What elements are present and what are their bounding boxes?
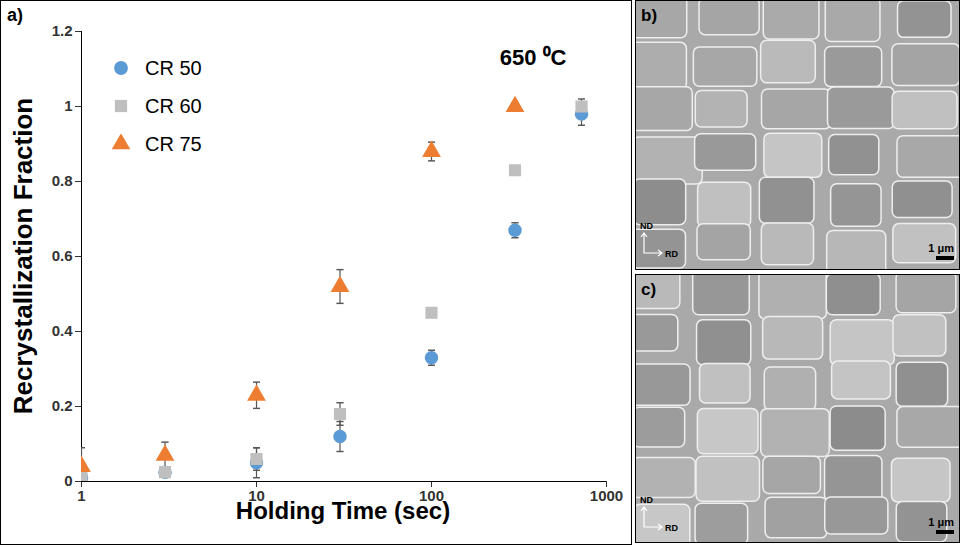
svg-text:0: 0: [64, 472, 72, 489]
svg-text:RD: RD: [665, 249, 678, 259]
svg-text:0.8: 0.8: [52, 172, 73, 189]
svg-text:0.4: 0.4: [52, 322, 74, 339]
svg-text:ND: ND: [640, 221, 653, 231]
svg-text:RD: RD: [665, 523, 678, 533]
svg-text:1: 1: [77, 487, 85, 504]
svg-text:0.2: 0.2: [52, 397, 73, 414]
svg-text:1000: 1000: [590, 487, 623, 504]
svg-text:1.2: 1.2: [52, 22, 73, 39]
svg-text:ND: ND: [640, 495, 653, 505]
svg-text:1 μm: 1 μm: [928, 242, 954, 254]
svg-text:1 μm: 1 μm: [928, 516, 954, 528]
svg-text:1: 1: [64, 97, 72, 114]
svg-text:0.6: 0.6: [52, 247, 73, 264]
svg-text:650 ⁰C: 650 ⁰C: [500, 45, 567, 70]
svg-text:c): c): [641, 280, 656, 299]
svg-text:b): b): [641, 6, 657, 25]
